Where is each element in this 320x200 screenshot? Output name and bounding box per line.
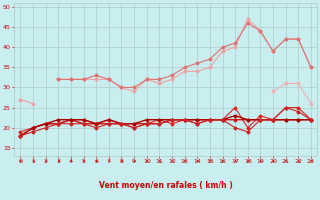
- X-axis label: Vent moyen/en rafales ( km/h ): Vent moyen/en rafales ( km/h ): [99, 181, 233, 190]
